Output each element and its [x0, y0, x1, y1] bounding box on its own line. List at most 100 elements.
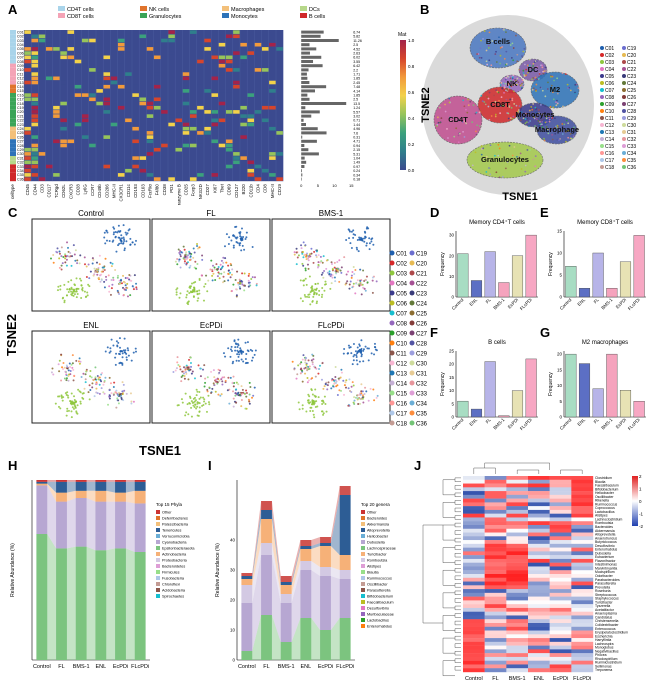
heatmap-cell: [571, 585, 594, 590]
tsne-point: [75, 359, 78, 362]
heatmap-cell: [31, 34, 39, 39]
tsne-point: [240, 358, 243, 361]
heatmap-cell: [549, 626, 572, 631]
heatmap-cell: [506, 607, 529, 612]
tsne-point: [187, 254, 190, 257]
tsne-point: [355, 359, 358, 362]
marker-label: CCR7: [90, 184, 95, 197]
tsne-point: [240, 249, 243, 252]
tsne-point: [226, 389, 229, 392]
tsne-point: [83, 387, 86, 390]
tsne-point: [231, 362, 234, 365]
tsne-point: [337, 268, 340, 271]
tsne-point: [352, 355, 355, 358]
legend-cluster-label: C07: [396, 312, 408, 318]
tsne-point: [236, 353, 239, 356]
frequency-value: 5.57: [353, 110, 360, 114]
tsne-point: [359, 268, 362, 271]
tsne-point: [501, 87, 504, 90]
legend-swatch: [156, 558, 160, 562]
tsne-point: [222, 256, 225, 259]
heatmap-cell: [117, 84, 125, 89]
tsne-point: [205, 410, 208, 413]
tsne-point: [188, 266, 191, 269]
tsne-point: [352, 236, 355, 239]
legend-dot: [409, 340, 415, 346]
legend-dot: [409, 330, 415, 336]
legend-label: Acidobacteria: [162, 589, 186, 593]
heatmap-cell: [528, 634, 550, 639]
tsne-point: [352, 266, 355, 269]
y-tick-label: 15: [449, 375, 455, 380]
heatmap-cell: [571, 525, 594, 529]
tsne-point: [314, 375, 317, 378]
frequency-bar: [301, 127, 318, 131]
tsne-point: [545, 69, 548, 72]
tsne-point: [304, 295, 307, 298]
frequency-bar: [301, 43, 310, 47]
tsne-point: [247, 281, 250, 284]
tsne-point: [230, 290, 233, 293]
heatmap-cell: [218, 59, 226, 64]
tsne-point: [475, 133, 478, 136]
heatmap-cell: [571, 536, 594, 541]
heatmap-cell: [463, 483, 485, 488]
tsne-point: [365, 275, 368, 278]
x-tick-label: FL: [485, 417, 493, 425]
legend-swatch: [361, 582, 365, 586]
tsne-point: [350, 230, 353, 233]
heatmap-cell: [506, 645, 529, 650]
column-dendrogram: [473, 462, 583, 474]
genus-row-label: Colidextribacter: [595, 623, 619, 627]
tsne-point: [436, 116, 439, 119]
heatmap-cell: [110, 122, 118, 127]
heatmap-cell: [146, 47, 154, 51]
bar-fl: [484, 251, 496, 298]
tsne-point: [561, 133, 564, 135]
tsne-point: [114, 391, 117, 394]
legend-swatch: [361, 534, 365, 538]
tsne-point: [541, 120, 544, 123]
frequency-value: 1.85: [353, 77, 360, 81]
tsne-point: [64, 261, 67, 264]
tsne-point: [185, 251, 188, 254]
bar-enl: [578, 287, 591, 298]
tsne-point: [134, 350, 137, 353]
heatmap-cell: [146, 105, 154, 110]
tsne-point: [569, 89, 572, 92]
tsne-point: [233, 339, 236, 342]
stacked-area-h: Relative Abundance (%)Control FL BMS-1 ENL E…: [10, 480, 195, 670]
stack-segment-bacteroidetes: [56, 501, 67, 549]
heatmap-cell: [240, 135, 247, 139]
tsne-point: [357, 403, 360, 406]
chart-title: M2 macrophages: [582, 340, 628, 346]
heatmap-cell: [233, 80, 240, 85]
tsne-point: [484, 103, 487, 106]
bar-ecpdi: [511, 390, 524, 418]
tsne-point: [359, 280, 362, 283]
tsne-point: [103, 265, 106, 268]
panel-j-genus-heatmap: ClostridiumBlautiaFaecalibaculumBifidoba…: [422, 462, 643, 682]
tsne-point: [240, 398, 243, 401]
legend-label: Desulfovibrio: [367, 607, 389, 611]
tsne-point: [308, 293, 311, 296]
tsne-point: [80, 296, 83, 299]
heatmap-cell: [528, 615, 550, 620]
legend-cluster-label: C35: [627, 158, 636, 164]
heatmap-cell: [506, 494, 529, 499]
heatmap-cell: [484, 566, 507, 571]
tsne-point: [103, 280, 106, 283]
tsne-point: [117, 399, 120, 402]
tsne-point: [57, 363, 60, 366]
tsne-point: [116, 289, 119, 292]
tsne-point: [495, 171, 498, 174]
tsne-point: [249, 348, 252, 351]
dendro-branch: [454, 560, 461, 565]
tsne-point: [122, 294, 125, 297]
heatmap-cell: [247, 114, 255, 118]
legend-swatch: [156, 594, 160, 598]
heatmap-cell: [269, 173, 276, 177]
legend-cluster-label: C34: [416, 402, 428, 408]
tsne-point: [104, 257, 107, 260]
y-tick-label: 0: [451, 295, 454, 300]
